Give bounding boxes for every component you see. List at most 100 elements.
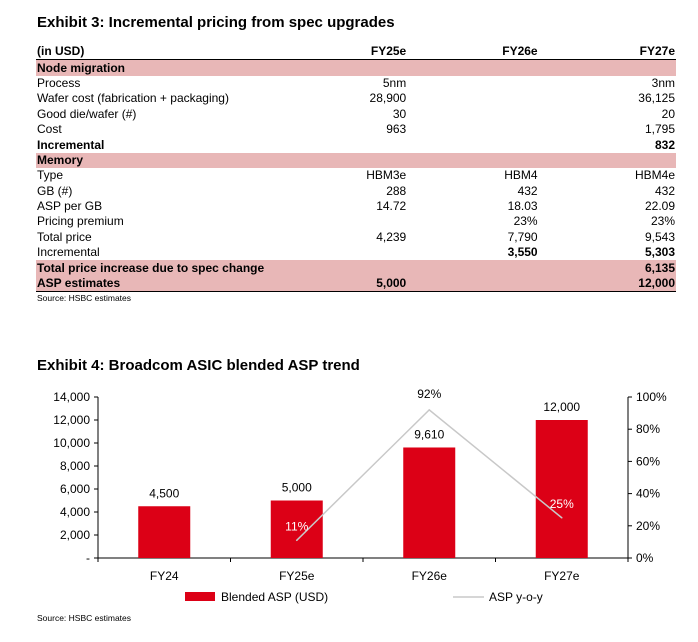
pricing-table: (in USD) FY25e FY26e FY27e Node migration Pro… (36, 44, 676, 293)
table-cell: 28,900 (369, 91, 407, 106)
line-point (428, 409, 431, 411)
table-row: GB (#) 288 432 432 (36, 184, 676, 199)
table-cell: 5,000 (277, 275, 408, 293)
table-cell (407, 122, 538, 137)
table-cell: FY26e (407, 44, 539, 61)
legend-swatch-bar (185, 592, 215, 601)
table-cell: 23% (513, 214, 538, 229)
line-value-label: 25% (550, 497, 574, 511)
table-cell (278, 214, 408, 229)
table-cell: HBM3e (366, 168, 407, 183)
row-label: Incremental (37, 245, 100, 260)
table-cell: 30 (392, 106, 407, 121)
table-cell: 4,239 (376, 229, 407, 244)
exhibit-4-title: Exhibit 4: Broadcom ASIC blended ASP tre… (37, 357, 360, 374)
table-cell: FY25e (277, 44, 408, 61)
row-label: Memory (36, 152, 278, 169)
row-label: Node migration (36, 59, 278, 76)
bar (535, 420, 588, 558)
table-cell: 3nm (651, 75, 675, 90)
table-cell: 832 (654, 137, 675, 152)
table-cell (277, 59, 408, 76)
table-row: Total price increase due to spec change 6… (36, 260, 676, 276)
table-cell: HBM4e (634, 168, 675, 183)
table-cell (407, 76, 538, 91)
line-point (295, 539, 298, 542)
table-row: Type HBM3e HBM4 HBM4e (36, 168, 676, 183)
left-axis-tick-label: 2,000 (60, 528, 90, 542)
table-section-row: Memory (36, 152, 676, 169)
row-label: Wafer cost (fabrication + packaging) (37, 91, 229, 106)
x-axis-tick-label: FY27e (544, 569, 580, 583)
left-axis-tick-label: - (86, 551, 90, 565)
left-axis-tick-label: 12,000 (53, 413, 90, 427)
bar-value-label: 12,000 (543, 400, 580, 414)
right-axis-tick-label: 20% (636, 519, 660, 533)
bar (403, 447, 456, 558)
table-row: Pricing premium 23% 23% (36, 214, 676, 229)
table-cell: 14.72 (376, 199, 407, 214)
table-row: Total price 4,239 7,790 9,543 (36, 230, 676, 245)
bar-value-label: 9,610 (414, 427, 444, 441)
table-row: ASP estimates 5,000 12,000 (36, 275, 676, 293)
table-cell: 432 (654, 183, 675, 198)
table-cell: 18.03 (507, 199, 538, 214)
table-cell: 5,303 (644, 245, 675, 260)
exhibit-3-title: Exhibit 3: Incremental pricing from spec… (37, 14, 395, 31)
right-axis-tick-label: 40% (636, 487, 660, 501)
table-cell (407, 59, 539, 76)
row-label: (in USD) (36, 44, 278, 61)
table-cell: 963 (386, 122, 407, 137)
table-cell: 20 (661, 106, 675, 121)
line-value-label: 11% (285, 519, 308, 533)
bar-value-label: 5,000 (282, 481, 312, 495)
row-label: GB (#) (37, 183, 73, 198)
table-cell: 5nm (382, 75, 407, 90)
table-source: Source: HSBC estimates (37, 293, 132, 303)
right-axis-tick-label: 60% (636, 454, 660, 468)
x-axis-tick-label: FY24 (150, 569, 179, 583)
table-cell: 1,795 (644, 122, 675, 137)
table-cell: 22.09 (644, 199, 675, 214)
table-cell: 9,543 (644, 229, 675, 244)
table-cell: HBM4 (504, 168, 538, 183)
left-axis-tick-label: 8,000 (60, 459, 90, 473)
right-axis-tick-label: 80% (636, 422, 660, 436)
left-axis-tick-label: 4,000 (60, 505, 90, 519)
left-axis-tick-label: 10,000 (53, 436, 90, 450)
row-label: Cost (37, 122, 62, 137)
table-cell: 23% (650, 214, 675, 229)
line-point (560, 516, 563, 519)
table-cell: FY27e (538, 44, 676, 61)
right-axis-tick-label: 100% (636, 390, 667, 404)
legend-label-line: ASP y-o-y (489, 590, 543, 604)
table-cell (538, 152, 676, 169)
left-axis-tick-label: 14,000 (53, 390, 90, 404)
table-cell: 12,000 (538, 275, 676, 293)
table-cell (407, 137, 538, 152)
table-cell (277, 152, 408, 169)
row-label: Incremental (37, 137, 105, 152)
bar (270, 500, 323, 558)
row-label: ASP estimates (36, 275, 278, 293)
table-row: Good die/wafer (#) 30 20 (36, 107, 676, 122)
table-row: Incremental 3,550 5,303 (36, 245, 676, 260)
left-axis-tick-label: 6,000 (60, 482, 90, 496)
bar-value-label: 4,500 (149, 486, 179, 500)
table-cell (407, 152, 539, 169)
legend-label-bar: Blended ASP (USD) (221, 590, 328, 604)
table-section-row: Node migration (36, 59, 676, 76)
table-cell (407, 107, 538, 122)
table-cell (538, 59, 676, 76)
x-axis-tick-label: FY25e (279, 569, 315, 583)
table-cell (278, 137, 408, 152)
line-value-label: 92% (417, 387, 441, 401)
row-label: Total price increase due to spec change (36, 260, 278, 276)
table-cell (277, 260, 408, 276)
row-label: Type (37, 168, 64, 183)
table-row: Incremental 832 (36, 137, 676, 152)
table-row: Wafer cost (fabrication + packaging) 28,9… (36, 91, 676, 106)
table-cell (278, 245, 408, 260)
table-row: Cost 963 1,795 (36, 122, 676, 137)
asp-trend-chart: - 2,000 4,000 6,000 8,000 10,000 12,000 14,000 0… (53, 387, 667, 604)
